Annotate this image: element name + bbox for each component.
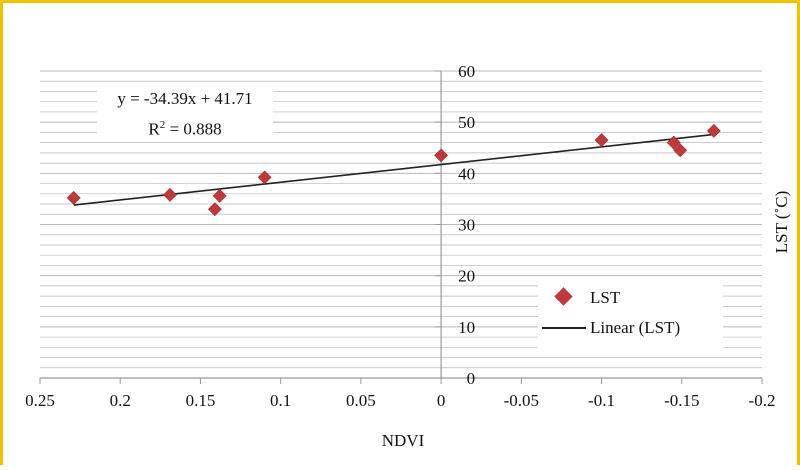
data-point [212, 188, 227, 203]
gridlines [40, 70, 762, 379]
diamond-marker-icon [538, 287, 590, 308]
legend: LST Linear (LST) [538, 278, 723, 352]
data-point [666, 135, 681, 150]
data-point [594, 133, 609, 147]
y-tick-label: 10 [458, 318, 475, 337]
legend-label-lst: LST [590, 288, 621, 307]
legend-item-lst: LST [538, 284, 620, 312]
y-tick-label: 20 [458, 267, 475, 286]
regression-annotation: y = -34.39x + 41.71 R2 = 0.888 [97, 86, 273, 139]
x-tick-labels: 0.25 0.2 0.15 0.1 0.05 0 -0.05 -0.1 -0.15 -0.2 [25, 378, 775, 410]
x-tick-label: 0.2 [110, 391, 131, 410]
x-tick-label: -0.1 [588, 391, 615, 410]
trendline [73, 133, 714, 206]
data-points [66, 123, 721, 217]
data-point [706, 123, 721, 138]
x-tick-label: 0.15 [186, 391, 216, 410]
r-squared: R2 = 0.888 [97, 112, 273, 143]
regression-equation: y = -34.39x + 41.71 [117, 89, 253, 108]
x-tick-label: -0.05 [504, 391, 539, 410]
x-tick-label: 0.25 [25, 391, 55, 410]
y-tick-label: 60 [458, 62, 475, 81]
y-tick-labels: 0 10 20 30 40 50 60 [435, 62, 475, 388]
legend-label-linear: Linear (LST) [590, 318, 681, 337]
y-tick-label: 0 [467, 369, 476, 388]
data-point [163, 187, 177, 202]
data-point [257, 170, 272, 185]
r-squared-exponent: 2 [159, 119, 166, 131]
data-point [673, 143, 688, 158]
y-tick-label: 40 [458, 164, 475, 183]
y-tick-label: 30 [458, 216, 475, 235]
y-axis-label: LST (˚C) [772, 191, 791, 254]
x-tick-label: 0.05 [346, 391, 376, 410]
data-point [66, 190, 81, 205]
data-point [434, 148, 449, 163]
legend-item-linear: Linear (LST) [538, 314, 680, 342]
x-tick-label: -0.15 [664, 391, 699, 410]
x-tick-label: 0 [437, 391, 446, 410]
x-tick-label: 0.1 [270, 391, 291, 410]
r-squared-prefix: R [148, 119, 160, 139]
trendline-group [73, 133, 714, 206]
x-axis-label: NDVI [382, 431, 425, 450]
data-point [207, 202, 222, 217]
r-squared-value: = 0.888 [165, 119, 222, 139]
trendline-icon [538, 318, 590, 338]
x-tick-label: -0.2 [749, 391, 776, 410]
y-tick-label: 50 [458, 113, 475, 132]
